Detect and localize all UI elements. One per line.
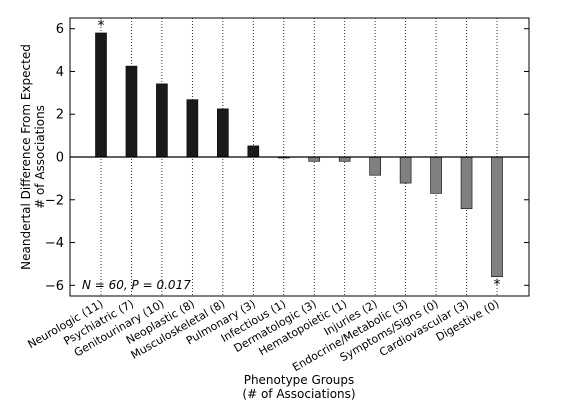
bar [460, 156, 473, 210]
bar [156, 83, 168, 158]
bar [369, 156, 381, 176]
y-tick-label: −4 [45, 236, 64, 251]
bar [430, 156, 442, 194]
stats-annotation: N = 60, P = 0.017 [82, 278, 191, 292]
y-tick-label: −2 [45, 193, 64, 208]
bars [95, 32, 503, 278]
significance-marker: * [494, 277, 501, 293]
bar [217, 108, 229, 158]
y-tick-label: 2 [56, 108, 64, 123]
y-tick-label: 0 [56, 151, 64, 166]
bar [491, 156, 503, 278]
y-tick-label: 6 [56, 22, 64, 37]
y-tick-label: 4 [56, 65, 64, 80]
bar [95, 32, 107, 158]
bar [308, 156, 321, 162]
significance-markers: ** [98, 18, 501, 293]
y-tick-label: −6 [45, 279, 64, 294]
bar [247, 145, 260, 158]
bar [125, 65, 138, 158]
bar [399, 156, 412, 184]
bar [338, 156, 351, 162]
x-axis-title: Phenotype Groups (# of Associations) [242, 373, 355, 401]
y-axis: 6 4 2 0 −2 −4 −6 [45, 22, 529, 294]
x-axis: Neurologic (11)Psychiatric (7)Genitourin… [25, 297, 501, 374]
significance-marker: * [98, 18, 105, 34]
y-axis-title: Neandertal Difference From Expected# of … [19, 44, 47, 270]
bar [186, 99, 199, 158]
